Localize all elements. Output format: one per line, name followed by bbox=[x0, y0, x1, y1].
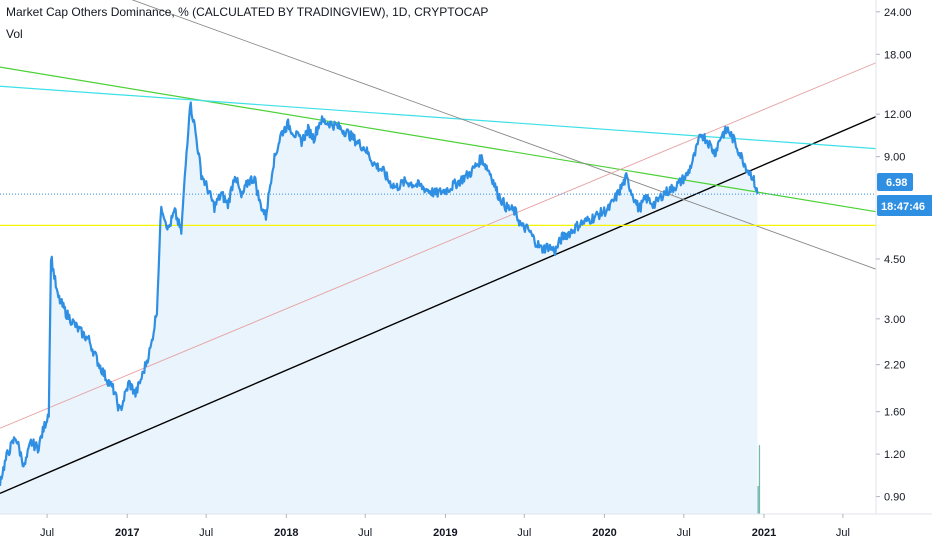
trendline bbox=[0, 115, 877, 495]
price-line bbox=[0, 101, 759, 486]
x-tick-label: Jul bbox=[40, 527, 54, 539]
volume-indicator-label[interactable]: Vol bbox=[6, 27, 23, 41]
time-axis[interactable]: Jul 2017 Jul 2018 Jul 2019 Jul 2020 Jul 2021 Jul bbox=[40, 514, 850, 539]
trendlines[interactable] bbox=[0, 0, 877, 495]
x-tick-label: 2019 bbox=[433, 527, 457, 539]
x-tick-label: Jul bbox=[677, 527, 691, 539]
x-tick-label: Jul bbox=[199, 527, 213, 539]
price-area-fill bbox=[0, 102, 758, 514]
x-tick-label: Jul bbox=[836, 527, 850, 539]
last-price-badge: 6.98 18:47:46 bbox=[877, 173, 932, 216]
trendline bbox=[0, 62, 877, 429]
bar-countdown-label: 18:47:46 bbox=[881, 201, 925, 213]
trendline bbox=[0, 66, 877, 213]
x-tick-label: 2021 bbox=[752, 527, 776, 539]
y-tick-label: 2.20 bbox=[884, 360, 905, 372]
volume-bar bbox=[757, 486, 759, 514]
x-tick-label: Jul bbox=[517, 527, 531, 539]
x-tick-label: 2018 bbox=[274, 527, 298, 539]
trendline bbox=[131, 0, 877, 270]
y-tick-label: 18.00 bbox=[884, 49, 912, 61]
x-tick-label: Jul bbox=[358, 527, 372, 539]
y-tick-label: 3.00 bbox=[884, 314, 905, 326]
volume-bar bbox=[758, 445, 761, 514]
y-tick-label: 1.20 bbox=[884, 449, 905, 461]
x-tick-label: 2017 bbox=[115, 527, 139, 539]
y-tick-label: 12.00 bbox=[884, 109, 912, 121]
x-tick-label: 2020 bbox=[592, 527, 616, 539]
chart-legend-title[interactable]: Market Cap Others Dominance, % (CALCULAT… bbox=[6, 5, 489, 19]
y-tick-label: 4.50 bbox=[884, 254, 905, 266]
y-tick-label: 9.00 bbox=[884, 152, 905, 164]
y-tick-label: 24.00 bbox=[884, 7, 912, 19]
y-tick-label: 1.60 bbox=[884, 407, 905, 419]
price-axis[interactable]: 24.00 18.00 12.00 9.00 4.50 3.00 2.20 1.60 1.20 0… bbox=[876, 7, 912, 504]
last-price-label: 6.98 bbox=[886, 177, 907, 189]
y-tick-label: 0.90 bbox=[884, 492, 905, 504]
trendline bbox=[0, 85, 877, 150]
